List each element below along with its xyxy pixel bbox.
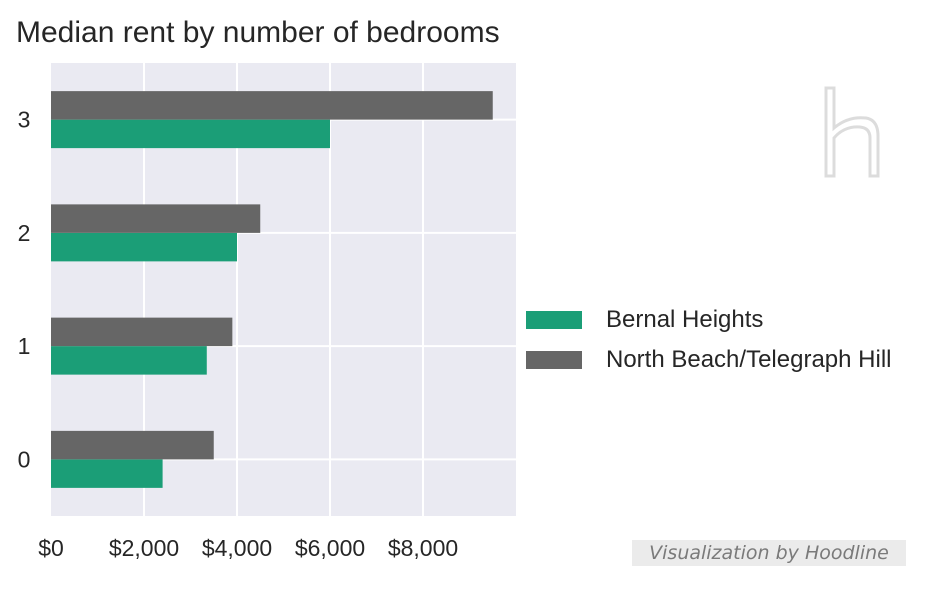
legend-item-bernal-heights: Bernal Heights — [526, 300, 891, 340]
bar-bernal-heights-2 — [51, 232, 237, 262]
legend-label-bernal-heights: Bernal Heights — [606, 306, 764, 333]
x-tick-label: $0 — [38, 535, 64, 561]
hoodline-h-icon — [822, 86, 882, 183]
y-tick-label: 2 — [18, 220, 31, 246]
bar-north-beach-3 — [51, 91, 493, 120]
x-tick-label: $4,000 — [202, 535, 272, 561]
bars — [51, 91, 493, 488]
bar-bernal-heights-1 — [51, 346, 207, 375]
legend-swatch-bernal-heights — [526, 311, 582, 329]
x-tick-label: $6,000 — [295, 535, 365, 561]
y-tick-label: 0 — [18, 446, 31, 472]
y-tick-label: 1 — [18, 333, 31, 359]
legend: Bernal Heights North Beach/Telegraph Hil… — [526, 300, 891, 380]
bar-bernal-heights-0 — [51, 459, 163, 488]
bar-bernal-heights-3 — [51, 119, 330, 149]
legend-label-north-beach: North Beach/Telegraph Hill — [606, 346, 892, 373]
legend-swatch-north-beach — [526, 351, 582, 369]
x-tick-label: $8,000 — [388, 535, 458, 561]
bar-north-beach-1 — [51, 317, 233, 347]
chart-title: Median rent by number of bedrooms — [16, 16, 500, 49]
bar-north-beach-2 — [51, 204, 261, 233]
y-tick-label: 3 — [18, 107, 31, 133]
x-tick-labels: $0 $2,000 $4,000 $6,000 $8,000 — [38, 535, 458, 561]
x-tick-label: $2,000 — [109, 535, 179, 561]
bar-north-beach-0 — [51, 430, 214, 460]
credit-label: Visualization by Hoodline — [632, 540, 906, 566]
legend-item-north-beach: North Beach/Telegraph Hill — [526, 340, 891, 380]
y-tick-labels: 0 1 2 3 — [18, 107, 31, 473]
